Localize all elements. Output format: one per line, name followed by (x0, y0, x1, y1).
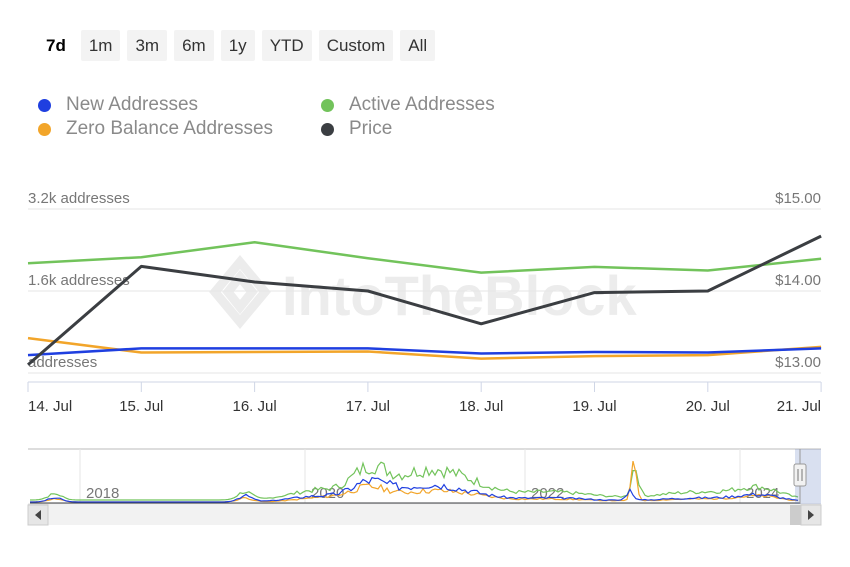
left-axis-tick-label: 3.2k addresses (28, 190, 130, 207)
left-axis-tick-label: addresses (28, 354, 97, 371)
range-1m-button[interactable]: 1m (80, 30, 121, 61)
series-line-new-addresses (27, 347, 822, 357)
scrollbar-left-button (27, 504, 49, 526)
x-axis-tick-label: 17. Jul (346, 398, 390, 415)
navigator-year-label: 2024 (746, 485, 779, 502)
navigator-year-label: 2018 (86, 485, 119, 502)
navigator-year-label: 2022 (531, 485, 564, 502)
scrollbar-thumb (790, 505, 802, 525)
legend-label-new-addresses: New Addresses (66, 94, 199, 115)
series-line-price (27, 234, 822, 366)
legend-dot-price (321, 122, 334, 136)
navigator-series-zero-balance-addresses (30, 460, 799, 503)
x-axis-tick-label: 16. Jul (232, 398, 276, 415)
navigator-handle-grip (793, 463, 807, 487)
legend-item-active-addresses[interactable]: Active Addresses (321, 94, 495, 116)
right-axis-tick-label: $14.00 (775, 272, 821, 289)
legend-label-price: Price (349, 118, 393, 139)
watermark-logo-icon (209, 254, 271, 330)
x-axis-tick-label: 14. Jul (28, 398, 72, 415)
series-line-zero-balance-addresses (27, 336, 822, 360)
legend-dot-active-addresses (321, 98, 334, 112)
watermark-text: IntoTheBlock (282, 264, 638, 327)
legend-dot-zero-balance-addresses (38, 122, 51, 136)
right-axis-tick-label: $15.00 (775, 190, 821, 207)
scrollbar-right-button (800, 504, 822, 526)
x-axis-tick-label: 19. Jul (572, 398, 616, 415)
range-7d-button[interactable]: 7d (38, 30, 74, 61)
range-ytd-button[interactable]: YTD (261, 30, 312, 61)
range-1y-button[interactable]: 1y (220, 30, 255, 61)
navigator-year-label: 2020 (311, 485, 344, 502)
scroll-right-arrow-icon (808, 510, 814, 520)
legend-item-zero-balance-addresses[interactable]: Zero Balance Addresses (38, 118, 273, 140)
watermark: IntoTheBlock (209, 254, 638, 330)
range-custom-button[interactable]: Custom (318, 30, 394, 61)
navigator-handle (793, 463, 807, 487)
range-selector: 7d 1m 3m 6m 1y YTD Custom All (38, 30, 436, 61)
navigator-series-active-addresses (30, 461, 799, 501)
range-all-button[interactable]: All (400, 30, 436, 61)
legend-item-new-addresses[interactable]: New Addresses (38, 94, 198, 116)
legend-label-active-addresses: Active Addresses (349, 94, 495, 115)
navigator-selection (795, 449, 821, 504)
scrollbar-track (28, 505, 821, 525)
legend-item-price[interactable]: Price (321, 118, 392, 140)
x-axis-tick-label: 18. Jul (459, 398, 503, 415)
scroll-left-arrow-icon (35, 510, 41, 520)
x-axis-tick-label: 20. Jul (686, 398, 730, 415)
navigator: 2018 2020 2022 2024 (28, 448, 821, 505)
scrollbar (27, 504, 822, 526)
legend-label-zero-balance-addresses: Zero Balance Addresses (66, 118, 274, 139)
right-axis-tick-label: $13.00 (775, 354, 821, 371)
left-axis-tick-label: 1.6k addresses (28, 272, 130, 289)
navigator-series-new-addresses (30, 476, 799, 503)
range-6m-button[interactable]: 6m (174, 30, 214, 61)
range-3m-button[interactable]: 3m (127, 30, 168, 61)
series-line-active-addresses (27, 241, 822, 274)
x-axis-tick-label: 21. Jul (777, 398, 821, 415)
legend-dot-new-addresses (38, 98, 51, 112)
x-axis-tick-label: 15. Jul (119, 398, 163, 415)
